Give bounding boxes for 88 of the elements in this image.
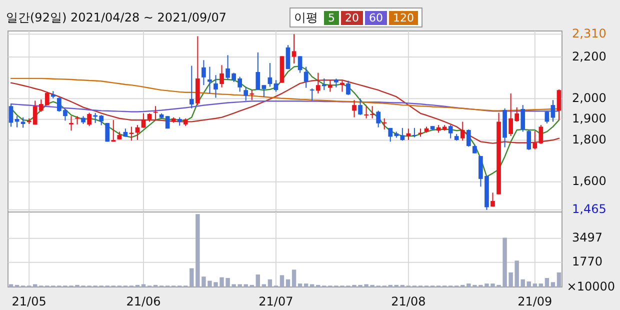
candlestick (520, 104, 526, 132)
y-axis-title: ×10000 (566, 279, 615, 294)
bar (310, 284, 314, 287)
candlestick (310, 88, 314, 102)
candlestick (352, 100, 356, 118)
x-tick-label: 21/07 (258, 294, 294, 308)
text: 20 (345, 12, 359, 25)
candlestick (448, 124, 453, 139)
text: 5 (328, 12, 335, 25)
candlestick (75, 116, 80, 125)
candlestick (316, 72, 320, 94)
chart-title: 일간(92일) 2021/04/28 ~ 2021/09/07 (6, 10, 226, 24)
candlestick (556, 88, 562, 121)
bar (32, 284, 38, 287)
y-tick-label: 1,900 (572, 112, 606, 126)
bar (538, 284, 544, 287)
y-tick-label: 1,600 (572, 174, 606, 188)
candlestick (550, 100, 556, 122)
candlestick (466, 128, 471, 148)
candlestick (376, 110, 381, 128)
y-tick-label: 1,800 (572, 132, 606, 147)
candlestick (358, 98, 362, 116)
bar (256, 274, 260, 287)
bar (286, 279, 290, 287)
candlestick (544, 110, 550, 124)
legend-title: 이평 (294, 10, 318, 24)
bar (262, 284, 266, 287)
candlestick (256, 52, 260, 90)
candlestick (526, 130, 532, 150)
candlestick (460, 121, 465, 142)
bar (532, 284, 538, 287)
candlestick (69, 116, 74, 132)
candlestick (322, 78, 326, 91)
candlestick (153, 106, 158, 121)
y-tick-label: 2,310 (572, 26, 606, 40)
x-tick-label: 21/05 (12, 294, 46, 308)
candlestick (274, 80, 278, 92)
candlestick (244, 86, 248, 102)
y-tick-label: 1,465 (572, 202, 606, 216)
candlestick (262, 84, 266, 98)
bar (244, 284, 248, 287)
candlestick (412, 127, 417, 138)
candlestick (400, 127, 405, 142)
bar (304, 284, 308, 287)
x-tick-label: 21/08 (391, 294, 426, 308)
candlestick (87, 112, 92, 127)
candlestick (202, 60, 206, 86)
text: 60 (369, 12, 383, 25)
x-tick-label: 21/06 (126, 294, 161, 308)
candlestick (189, 65, 194, 109)
candlestick (111, 120, 116, 142)
candlestick (292, 34, 296, 64)
bar (8, 284, 14, 287)
candlestick (304, 66, 308, 88)
y-tick-label: 3497 (572, 230, 603, 245)
candlestick (328, 80, 332, 92)
candlestick (382, 118, 387, 130)
candlestick (490, 192, 495, 208)
bar (556, 272, 562, 287)
candlestick (214, 74, 218, 98)
y-tick-label: 1770 (572, 254, 603, 269)
bar (298, 284, 302, 287)
candlestick (286, 44, 290, 70)
candlestick (20, 116, 26, 128)
candlestick (165, 116, 170, 130)
y-tick-label: 2,200 (572, 49, 606, 64)
candlestick (346, 80, 350, 96)
y-tick-label: 2,000 (572, 90, 606, 105)
candlestick (8, 104, 14, 128)
bar (292, 270, 296, 287)
bar (526, 281, 531, 287)
candlestick (340, 80, 344, 92)
bar (280, 275, 284, 287)
candlestick (250, 90, 254, 101)
candlestick (129, 126, 134, 142)
candlestick (298, 56, 302, 74)
candlestick (208, 66, 212, 94)
bar (520, 279, 525, 287)
candlestick (538, 124, 544, 144)
candlestick (268, 62, 272, 88)
x-tick-label: 21/09 (518, 294, 552, 308)
text: 120 (393, 12, 414, 25)
bar (268, 279, 272, 287)
candlestick (532, 130, 538, 150)
candlestick (220, 64, 224, 88)
bar (550, 282, 556, 287)
bar (544, 278, 550, 287)
bar (141, 284, 146, 287)
